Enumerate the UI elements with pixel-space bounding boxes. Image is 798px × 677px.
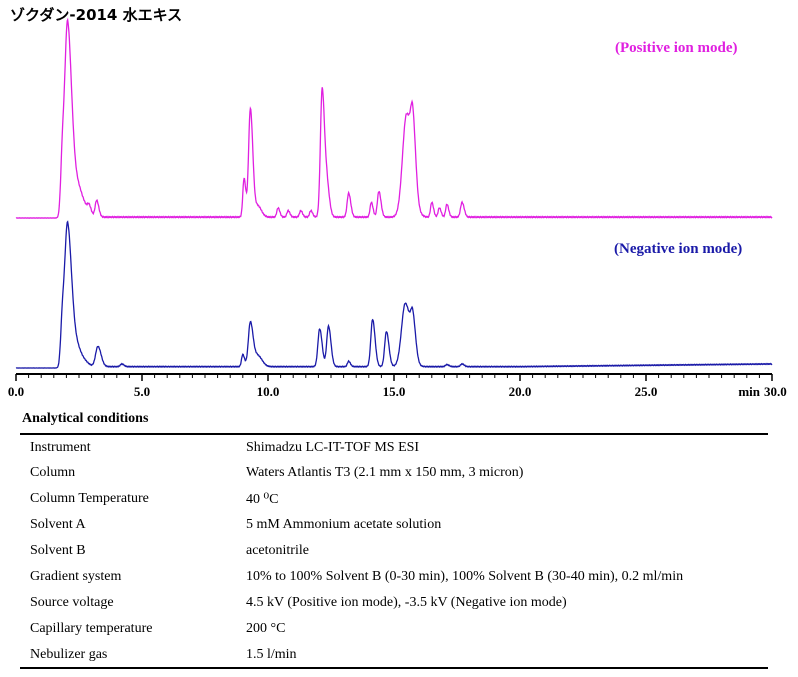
condition-value: Waters Atlantis T3 (2.1 mm x 150 mm, 3 m… [246, 465, 524, 480]
condition-key: Instrument [20, 433, 246, 460]
negative-ion-trace [15, 220, 773, 369]
condition-value: 5 mM Ammonium acetate solution [246, 517, 442, 532]
condition-value: 10% to 100% Solvent B (0-30 min), 100% S… [246, 569, 684, 584]
condition-key: Column Temperature [30, 491, 149, 506]
condition-row: Solvent B acetonitrile [20, 538, 768, 564]
condition-value: 1.5 l/min [246, 642, 768, 669]
condition-value: Shimadzu LC-IT-TOF MS ESI [246, 433, 768, 460]
x-tick-label: 25.0 [635, 384, 658, 399]
chromatogram-traces [15, 17, 773, 369]
condition-row: Source voltage 4.5 kV (Positive ion mode)… [20, 590, 768, 616]
condition-key: Column [30, 465, 76, 480]
x-tick-label: 20.0 [509, 384, 532, 399]
condition-key: Solvent A [30, 517, 86, 532]
condition-key: Capillary temperature [30, 621, 153, 636]
condition-value: 40 ⁰C [246, 491, 279, 507]
x-tick-label: 10.0 [257, 384, 280, 399]
condition-row: Nebulizer gas 1.5 l/min [20, 642, 768, 669]
condition-row: Gradient system 10% to 100% Solvent B (0-… [20, 564, 768, 590]
x-axis: 0.0 5.0 10.0 15.0 20.0 25.0 30.0 min [8, 373, 787, 399]
condition-key: Gradient system [30, 569, 122, 584]
condition-value: 4.5 kV (Positive ion mode), -3.5 kV (Neg… [246, 595, 567, 610]
condition-row: Column Waters Atlantis T3 (2.1 mm x 150 m… [20, 460, 768, 486]
conditions-title: Analytical conditions [22, 411, 149, 426]
x-unit-label: min [738, 384, 760, 399]
condition-row: Column Temperature 40 ⁰C [20, 486, 768, 512]
negative-mode-label: (Negative ion mode) [614, 241, 743, 257]
chromatogram-chart: 0.0 5.0 10.0 15.0 20.0 25.0 30.0 min [8, 17, 787, 399]
condition-key: Solvent B [30, 543, 86, 558]
condition-row: Capillary temperature 200 °C [20, 616, 768, 642]
condition-value: acetonitrile [246, 543, 309, 558]
x-tick-label: 5.0 [134, 384, 150, 399]
condition-row: Solvent A 5 mM Ammonium acetate solution [20, 512, 768, 538]
chart-title: ゾクダン-2014 水エキス [10, 6, 183, 24]
positive-mode-label: (Positive ion mode) [615, 40, 738, 56]
condition-key: Nebulizer gas [20, 642, 246, 669]
conditions-table: Instrument Shimadzu LC-IT-TOF MS ESI Colum… [20, 433, 768, 669]
condition-row: Instrument Shimadzu LC-IT-TOF MS ESI [20, 433, 768, 460]
x-tick-label: 30.0 [764, 384, 787, 399]
positive-ion-trace [15, 17, 773, 219]
x-tick-label: 0.0 [8, 384, 24, 399]
condition-value: 200 °C [246, 621, 286, 636]
x-tick-label: 15.0 [383, 384, 406, 399]
condition-key: Source voltage [30, 595, 114, 610]
